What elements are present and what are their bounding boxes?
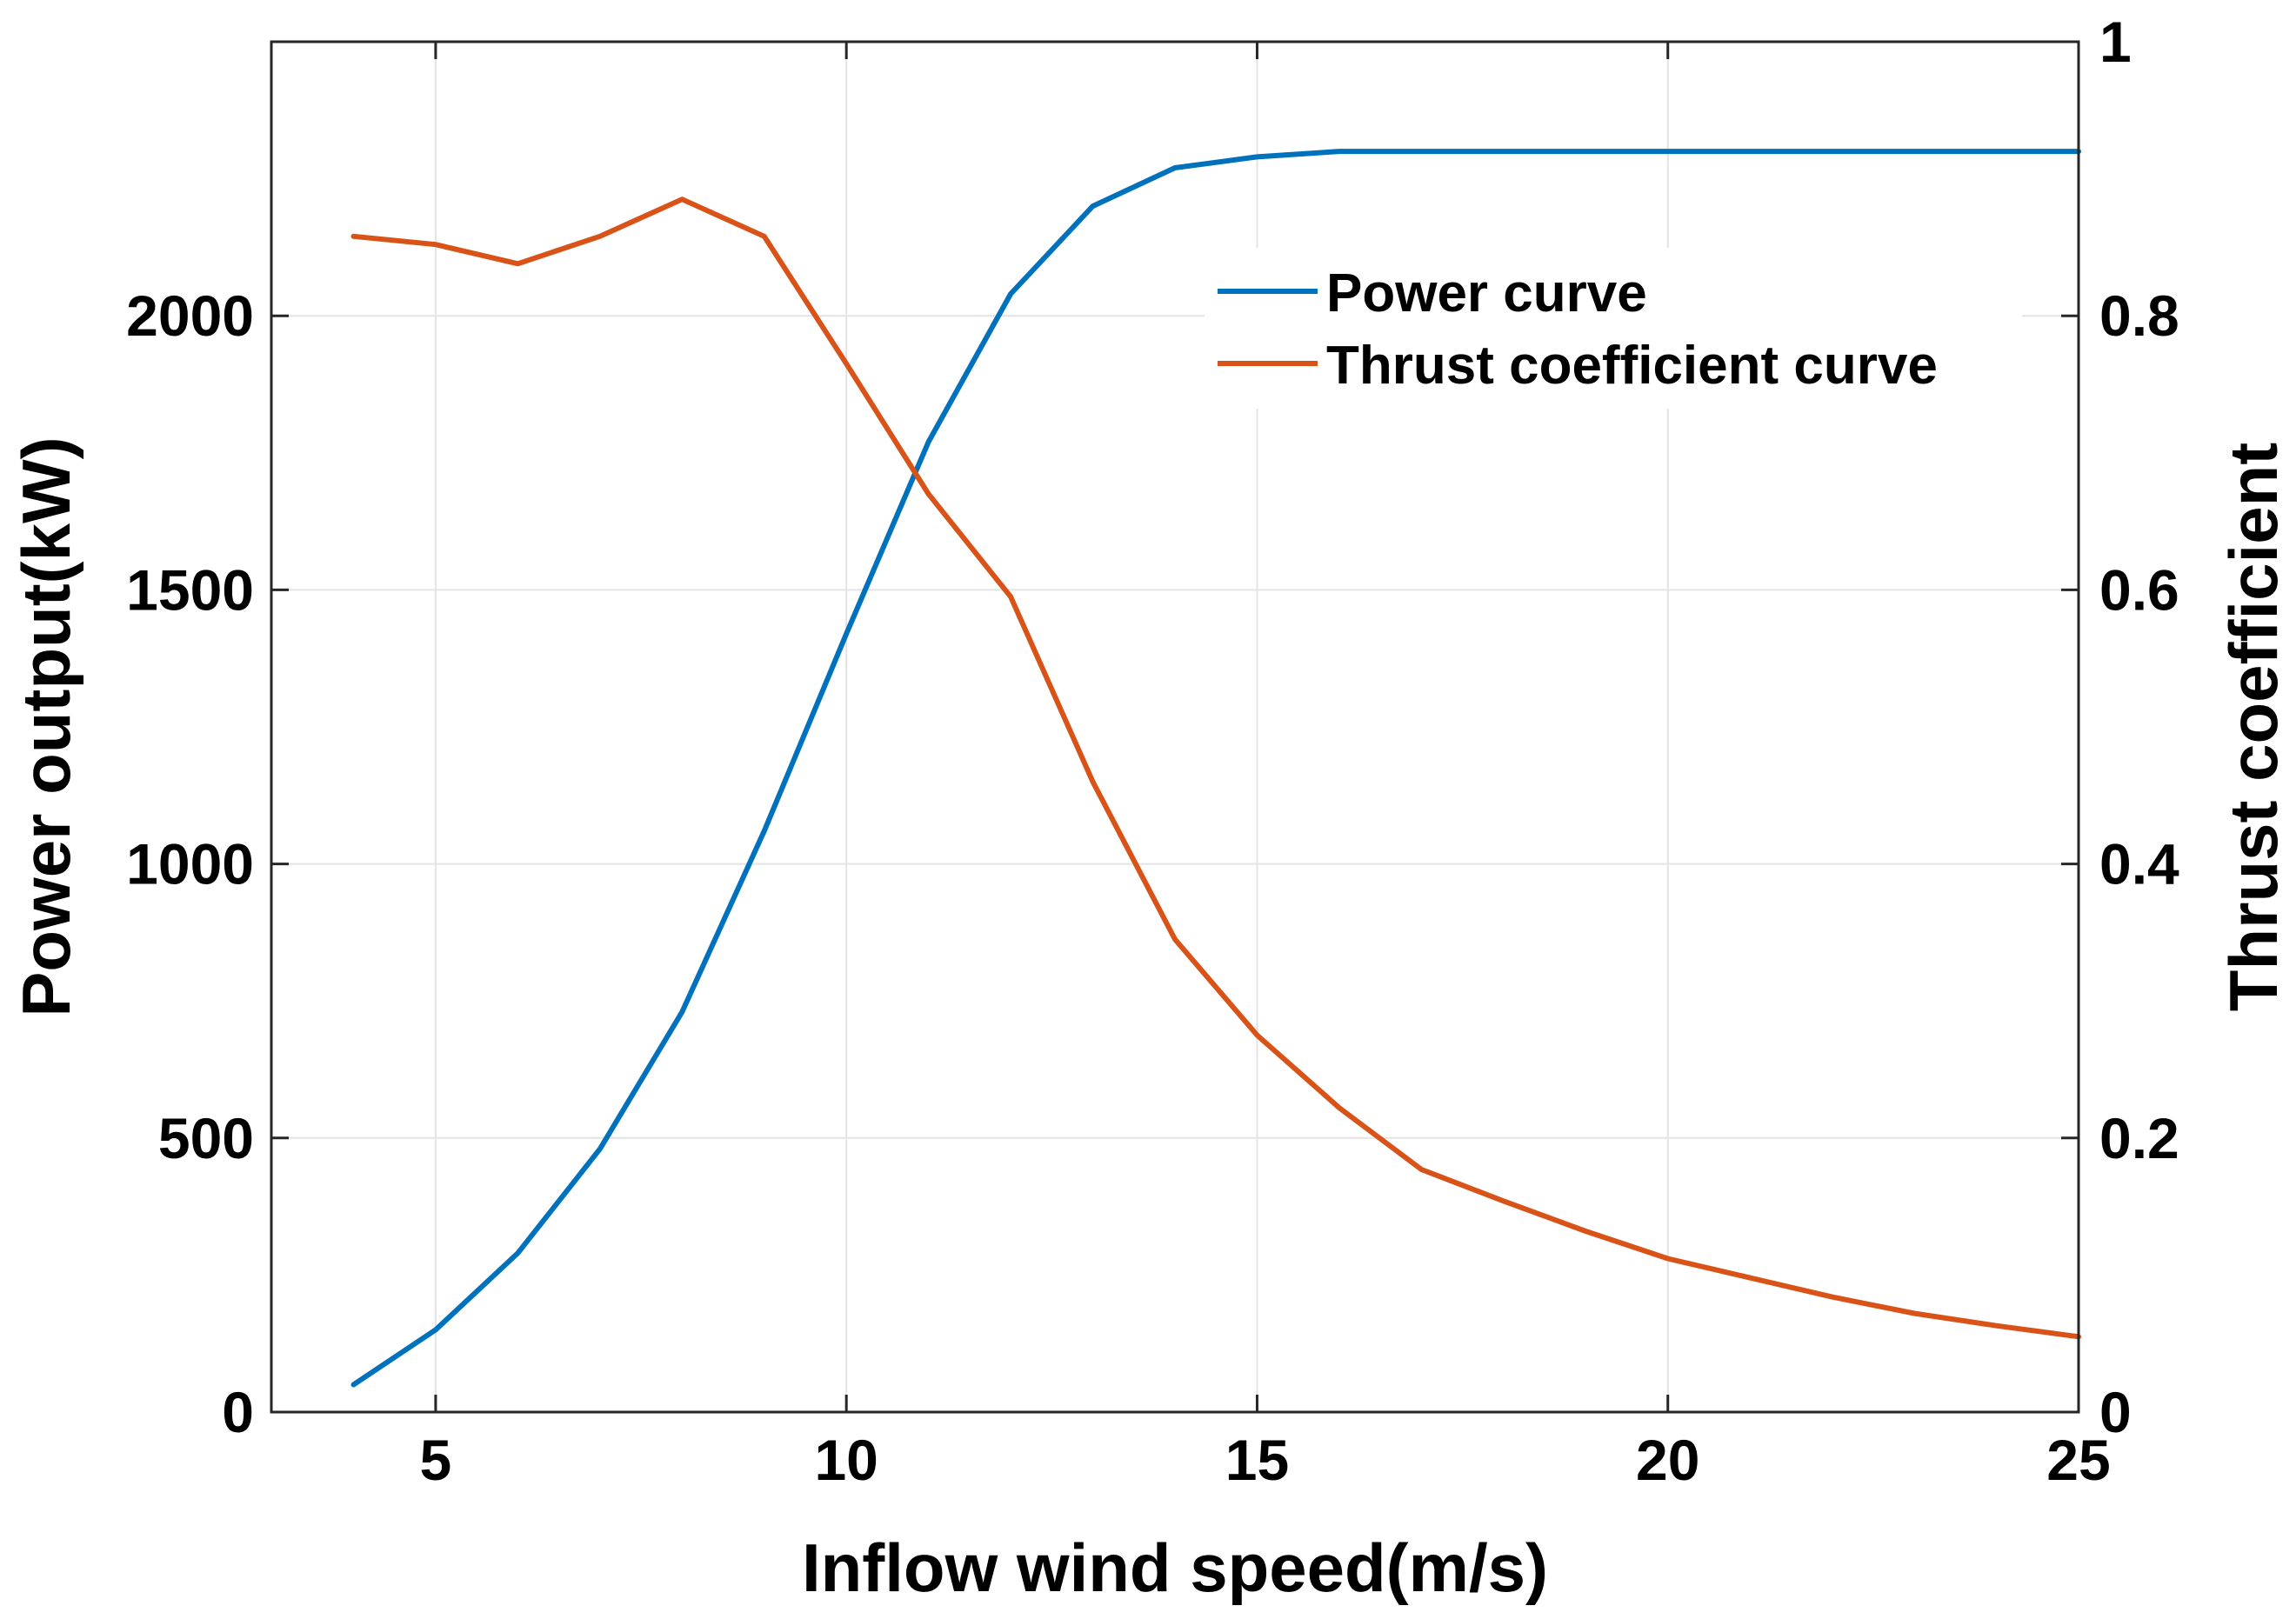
y-left-tick-label: 2000 bbox=[126, 283, 254, 348]
plot-frame bbox=[270, 40, 2080, 1414]
y-axis-left-title: Power output(kW) bbox=[8, 436, 84, 1016]
legend: Power curve Thrust coefficient curve bbox=[1205, 248, 2022, 409]
x-tick-label: 15 bbox=[1225, 1428, 1289, 1492]
y-right-tick-label: 1 bbox=[2099, 10, 2132, 74]
legend-box bbox=[1205, 248, 2022, 409]
legend-label-power: Power curve bbox=[1326, 263, 1647, 323]
y-left-tick-label: 0 bbox=[222, 1380, 254, 1444]
y-left-tick-label: 1000 bbox=[126, 832, 254, 896]
y-left-tick-label: 500 bbox=[158, 1106, 254, 1170]
x-tick-label: 20 bbox=[1636, 1428, 1699, 1492]
power-curve-line bbox=[350, 149, 2081, 1388]
y-axis-right-title: Thrust coefficient bbox=[2215, 443, 2292, 1011]
x-tick-label: 25 bbox=[2046, 1428, 2110, 1492]
legend-label-thrust: Thrust coefficient curve bbox=[1326, 336, 1938, 396]
x-tick-label: 10 bbox=[814, 1428, 878, 1492]
series-lines bbox=[350, 149, 2081, 1388]
thrust-coefficient-curve-line bbox=[350, 197, 2081, 1340]
x-axis-title: Inflow wind speed(m/s) bbox=[802, 1529, 1548, 1606]
y-right-tick-label: 0.8 bbox=[2099, 283, 2179, 348]
x-tick-label: 5 bbox=[420, 1428, 452, 1492]
y-right-tick-label: 0.4 bbox=[2099, 832, 2179, 896]
y-left-tick-label: 1500 bbox=[126, 557, 254, 622]
y-right-tick-label: 0.6 bbox=[2099, 557, 2179, 622]
y-right-tick-label: 0 bbox=[2099, 1380, 2132, 1444]
y-right-tick-label: 0.2 bbox=[2099, 1106, 2179, 1170]
